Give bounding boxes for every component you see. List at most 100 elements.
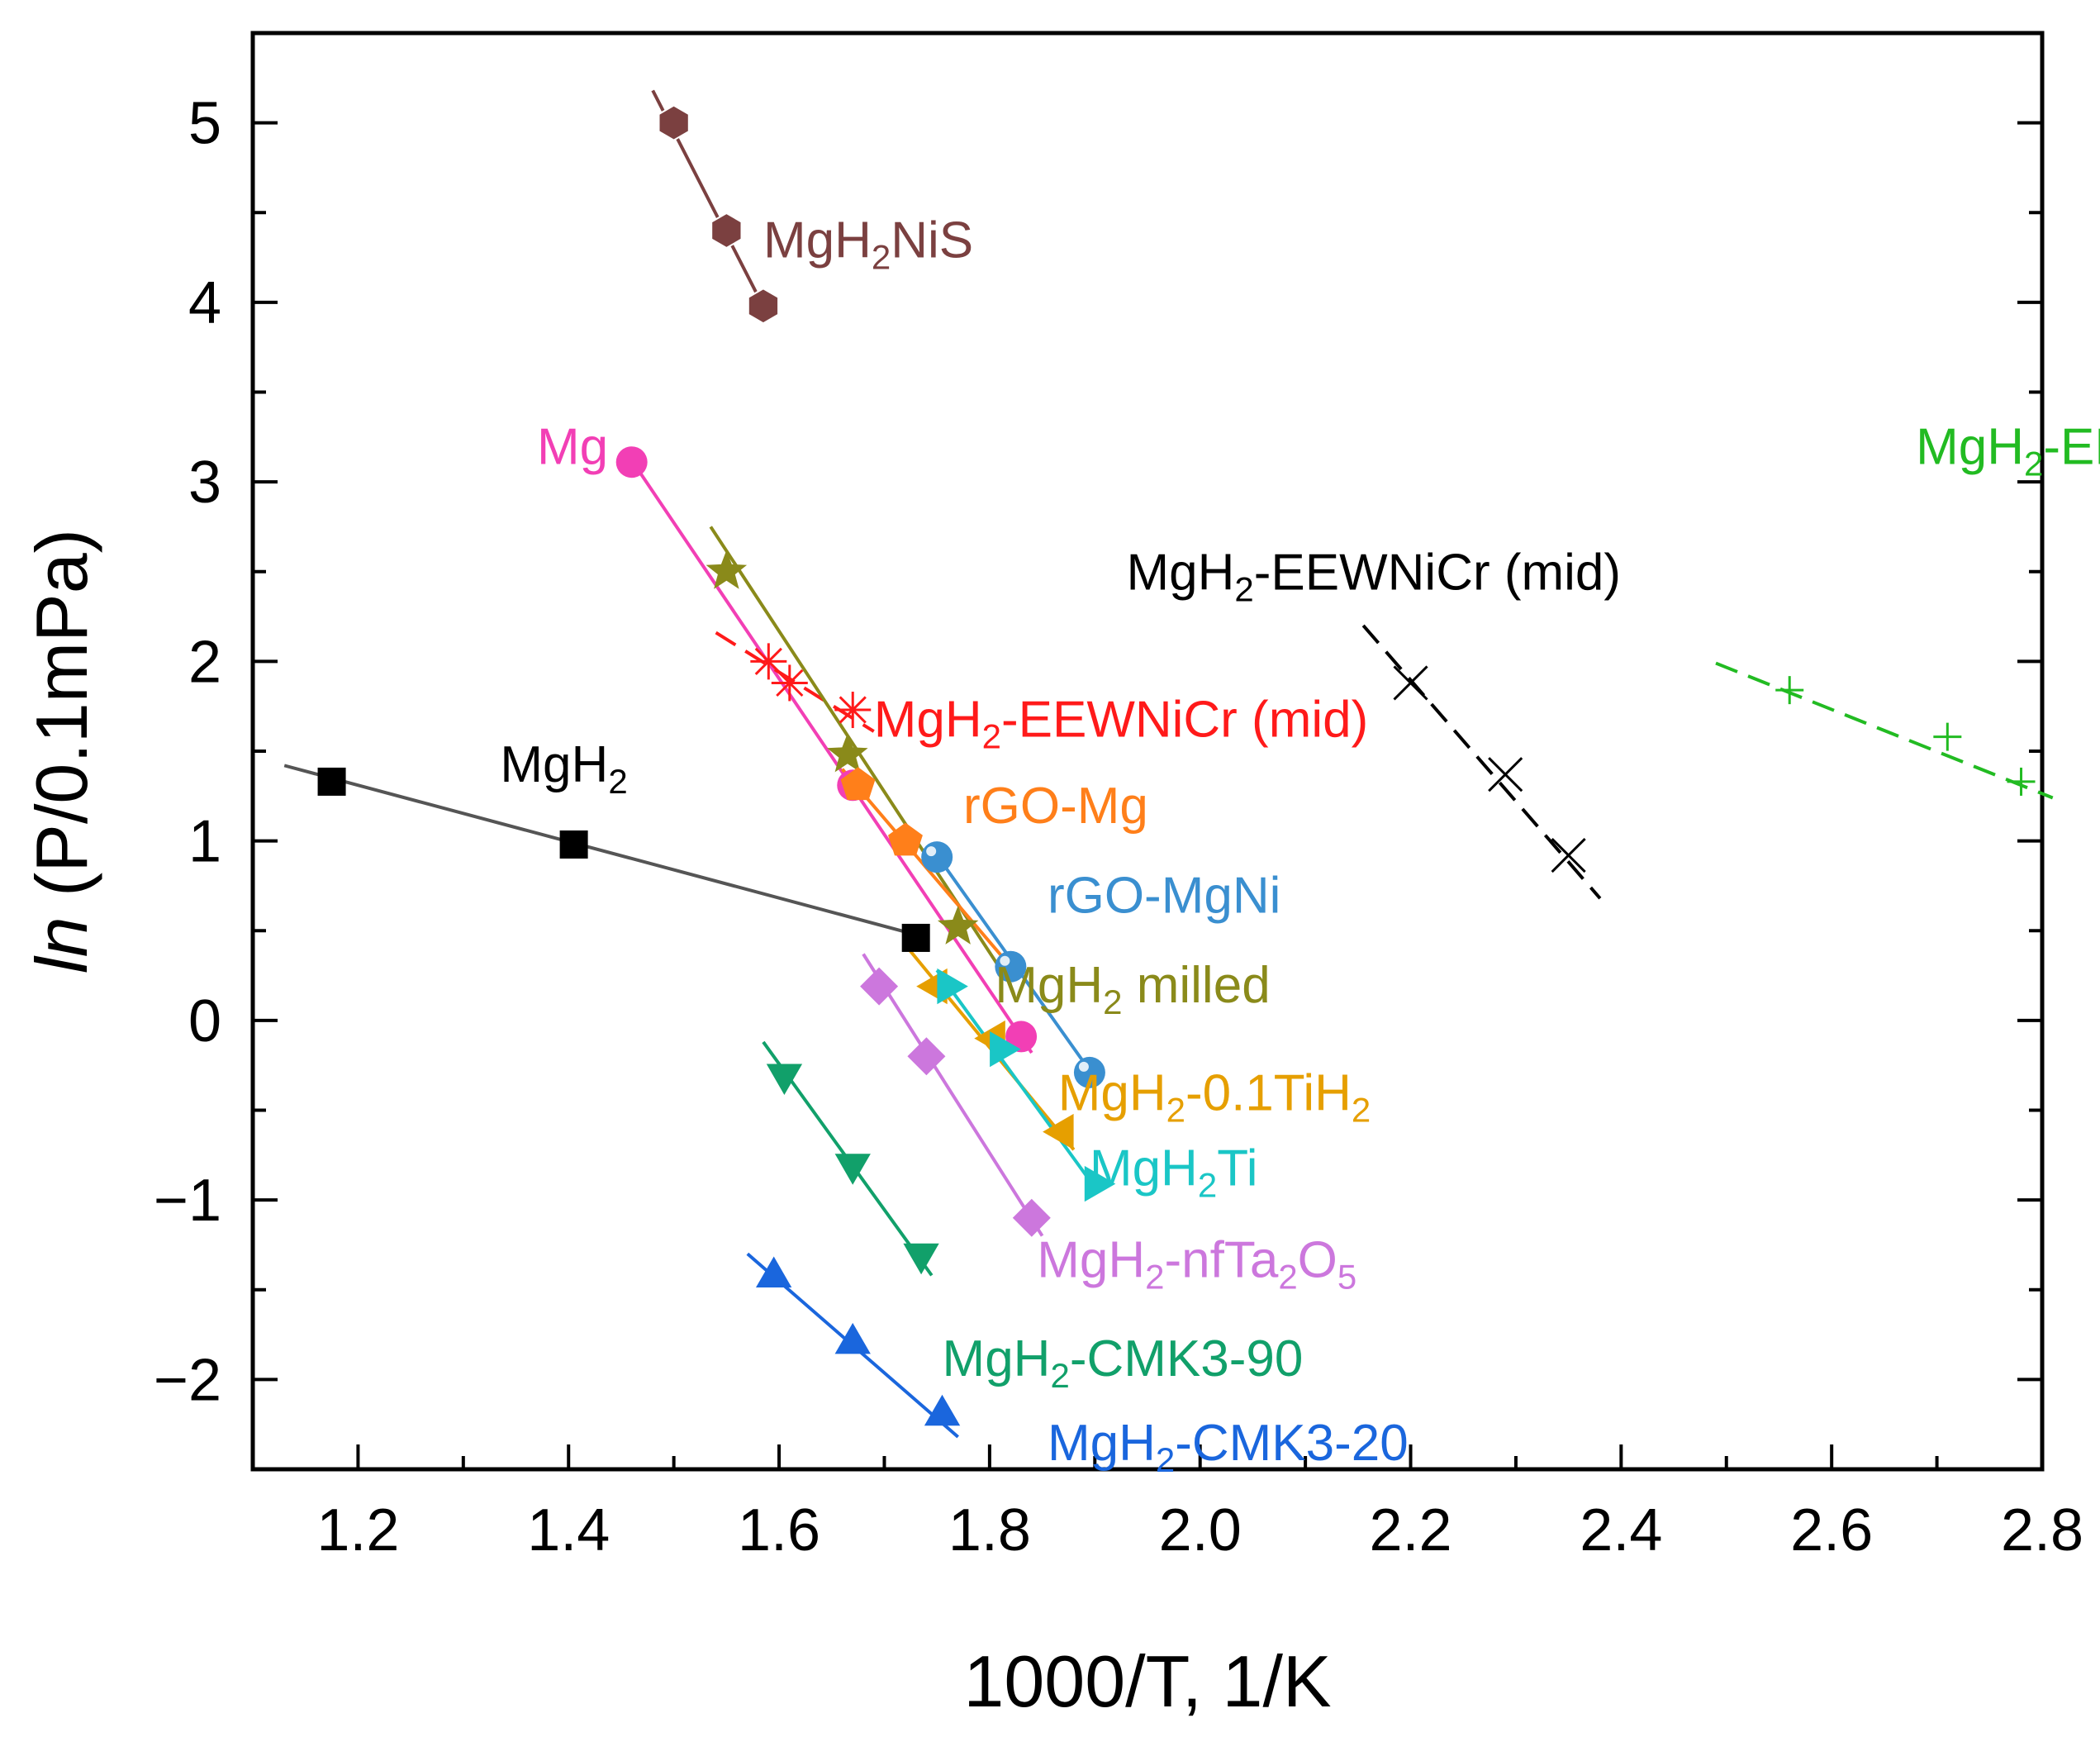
label-part: O — [1298, 1232, 1337, 1289]
point-mgh2 — [559, 830, 588, 859]
x-tick-label: 2.8 — [2001, 1497, 2083, 1563]
label-part: MgH — [1037, 1232, 1145, 1289]
fit-line-ta2o5 — [862, 953, 1044, 1237]
label-part: -nfTa — [1164, 1232, 1278, 1289]
x-tick-label: 1.8 — [948, 1497, 1031, 1563]
label-mgh2nis: MgH2NiS — [763, 212, 973, 277]
label-part: MgH — [874, 692, 982, 749]
point-mgh2nis — [747, 288, 780, 325]
label-part: 2 — [1166, 1091, 1185, 1130]
label-part: MgH — [763, 212, 872, 269]
label-part: 2 — [1234, 569, 1253, 608]
x-tick-label: 1.2 — [316, 1497, 399, 1563]
point-eewmid_red-stroke — [754, 647, 782, 675]
point-rgomg — [840, 767, 876, 801]
label-part: 2 — [982, 717, 1001, 756]
point-cmk90 — [834, 1154, 871, 1185]
label-part: 2 — [2024, 444, 2043, 483]
point-cmk90 — [903, 1243, 939, 1275]
label-part: 2 — [1198, 1166, 1217, 1205]
point-eewlow — [1775, 676, 1804, 705]
y-axis-title: ln (P/0.1mPa) — [21, 529, 102, 973]
point-rgomgni — [995, 950, 1027, 983]
label-part: -EEWNiCr (mid) — [1001, 692, 1368, 749]
label-part: Ti — [1217, 1140, 1257, 1197]
y-tick-label: 4 — [188, 270, 221, 336]
x-tick-label: 1.4 — [527, 1497, 610, 1563]
label-part: 2 — [1352, 1091, 1371, 1130]
label-part: Mg — [537, 418, 608, 475]
fit-line-mgh2 — [283, 764, 922, 938]
y-tick-label: −1 — [154, 1168, 221, 1234]
label-part: milled — [1123, 957, 1271, 1014]
label-part: rGO-MgNi — [1048, 868, 1280, 925]
point-mg — [1005, 1021, 1038, 1053]
label-part: 2 — [1050, 1356, 1069, 1395]
y-tick-label: −2 — [154, 1347, 221, 1413]
point-eewmid_black — [1551, 837, 1586, 873]
point-eewlow — [2007, 767, 2036, 796]
point-mgh2ti — [990, 1031, 1021, 1068]
point-rgomgni-highlight — [1078, 1061, 1089, 1072]
point-mgh2milled — [706, 550, 748, 589]
y-axis-title-ln: ln — [21, 916, 102, 973]
point-cmk20 — [834, 1322, 871, 1354]
point-mgh2 — [317, 767, 346, 796]
label-part: -EEWNiCr (low) — [2043, 418, 2100, 475]
point-mgh2milled — [827, 733, 868, 773]
y-tick-label: 0 — [188, 988, 221, 1054]
point-cmk90 — [766, 1064, 803, 1095]
point-ta2o5 — [1012, 1198, 1051, 1237]
point-eewmid_red — [771, 664, 808, 702]
fit-line-eewlow — [1715, 661, 2054, 800]
label-part: 2 — [1156, 1440, 1175, 1479]
fit-line-mgh2ti — [935, 968, 1096, 1189]
label-eewmid_black: MgH2-EEWNiCr (mid) — [1127, 544, 1622, 608]
point-mgh2ti — [937, 968, 968, 1005]
point-rgomg — [888, 822, 923, 856]
point-ta2o5 — [907, 1037, 946, 1076]
data-points — [317, 104, 2036, 1426]
point-eewmid_black — [1393, 665, 1428, 701]
label-part: 2 — [1145, 1258, 1164, 1297]
label-part: -CMK3-20 — [1175, 1415, 1409, 1472]
point-eewmid_red-stroke — [839, 696, 867, 724]
point-eewmid_red-stroke — [776, 669, 804, 697]
point-rgomgni-body — [921, 841, 953, 873]
point-eewmid_black-stroke — [1551, 837, 1586, 873]
point-tih2 — [1043, 1113, 1074, 1150]
point-cmk20 — [924, 1394, 961, 1426]
point-mgh2nis — [658, 104, 690, 141]
label-part: -EEWNiCr (mid) — [1254, 544, 1621, 601]
label-part: MgH — [1127, 544, 1235, 601]
x-tick-label: 2.6 — [1790, 1497, 1873, 1563]
point-mgh2nis — [710, 212, 743, 250]
label-mgh2ti: MgH2Ti — [1090, 1140, 1258, 1205]
label-tih2: MgH2-0.1TiH2 — [1058, 1065, 1371, 1130]
label-part: MgH — [1048, 1415, 1156, 1472]
label-part: -0.1TiH — [1185, 1065, 1352, 1122]
label-mgh2milled: MgH2 milled — [995, 957, 1270, 1021]
point-ta2o5 — [860, 967, 899, 1006]
y-tick-label: 1 — [188, 809, 221, 875]
point-rgomgni-highlight — [1000, 955, 1010, 966]
axis-ticks: 1.2 1.4 1.6 1.8 2.0 2.2 2.4 2.6 2.8 −2 −1 0 1 2 3 4 5 — [154, 31, 2083, 1563]
x-tick-label: 2.0 — [1159, 1497, 1242, 1563]
point-eewmid_black — [1488, 757, 1523, 792]
label-part: rGO-Mg — [963, 778, 1148, 835]
fit-line-eewmid_black — [1361, 624, 1602, 900]
label-part: MgH — [500, 736, 608, 793]
label-cmk20: MgH2-CMK3-20 — [1048, 1415, 1409, 1479]
point-cmk20 — [756, 1256, 792, 1287]
x-tick-label: 2.2 — [1369, 1497, 1451, 1563]
fit-line-mg — [630, 459, 1033, 1054]
label-part: MgH — [1058, 1065, 1166, 1122]
label-cmk90: MgH2-CMK3-90 — [943, 1330, 1304, 1395]
label-part: -CMK3-90 — [1070, 1330, 1304, 1387]
point-mgh2ti — [1084, 1165, 1116, 1202]
label-rgomgni: rGO-MgNi — [1048, 868, 1280, 925]
point-eewmid_red — [750, 643, 787, 680]
label-rgomg: rGO-Mg — [963, 778, 1148, 835]
